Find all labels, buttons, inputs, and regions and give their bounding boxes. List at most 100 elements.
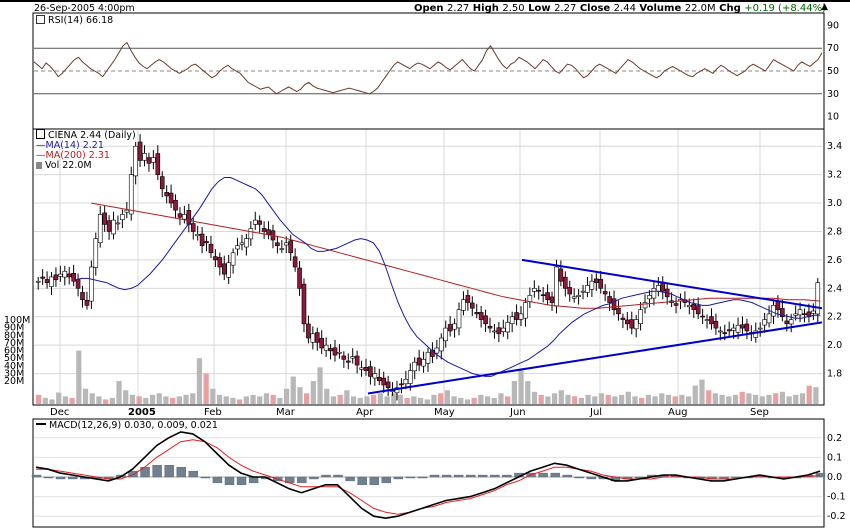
rsi-legend: RSI(14) 66.18 [36,15,113,26]
high-label: High [472,3,499,14]
candle-body [788,319,794,325]
volume-bar [444,390,450,404]
volume-bar [484,396,491,404]
candle-body [195,234,200,237]
macd-hist-bar [321,474,331,478]
volume-bar [149,394,156,404]
candle-body [151,157,156,163]
volume-bar [203,373,209,404]
price-tick-label: 2.4 [827,283,842,294]
macd-hist-bar [369,476,379,486]
candle-body [301,283,307,325]
candle-body [700,315,705,318]
volume-bars [36,350,819,404]
candle-body [492,330,497,333]
ma200-line [91,202,821,309]
close-label: Close [579,3,611,14]
candle-body [244,238,249,248]
candle-body [416,357,422,366]
candle-body [744,323,750,332]
candle-body [673,303,679,306]
candle-body [625,319,630,325]
vol-legend-icon [36,162,42,169]
macd-hist-bar [176,467,186,478]
candle-body [474,312,480,315]
candle-body [815,282,821,315]
volume-bar [551,393,558,404]
candle-body [399,383,404,386]
x-tick-label: Jun [509,407,526,418]
volume-bar [618,394,625,404]
macd-hist-bar [236,476,247,486]
volume-bar [36,394,42,404]
candle-body [75,279,81,289]
x-tick-label: Aug [668,407,688,418]
volume-bar [471,397,477,404]
candle-body [576,295,581,297]
macd-hist-bar [309,476,319,480]
volume-bar [531,391,538,404]
candle-body [602,291,608,295]
volume-bar [605,394,611,404]
candle-body [545,292,550,300]
volume-bar [779,391,786,404]
candle-body [505,322,511,333]
volume-bar [759,396,765,404]
macd-hist-bar [333,474,343,478]
volume-bar [726,396,732,404]
candle-body [487,325,493,329]
candle-body [567,287,573,295]
candle-body [297,267,302,289]
candle-body [811,310,816,314]
price-legend: CIENA 2.44 (Daily) —MA(14) 2.21 —MA(200)… [36,129,136,171]
candle-body [252,219,258,225]
candle-body [563,276,568,289]
candle-body [496,327,502,335]
x-tick-label: May [434,407,455,418]
volume-bar [545,396,551,404]
volume-bar [719,394,725,404]
volume-bar [592,396,598,404]
candle-body [394,387,400,394]
price-tick-label: 2.0 [827,340,842,351]
ma14-legend-row: —MA(14) 2.21 [36,141,136,151]
rsi-legend-icon [36,15,45,24]
candle-body [177,213,183,218]
volume-bar [304,393,310,404]
macd-hist-bar [466,474,476,478]
quote-summary: Open 2.27 High 2.50 Low 2.27 Close 2.44 … [414,3,826,14]
volume-bar [786,396,792,404]
candle-body [527,295,533,302]
volume-bar [598,393,605,404]
candle-body [208,243,214,254]
candle-body [594,278,599,283]
candle-body [66,273,72,278]
candle-body [523,302,528,319]
volume-bar [464,399,471,404]
volume-bar [377,393,383,404]
candle-body [226,262,231,278]
candle-body [239,242,245,245]
candle-body [509,316,515,325]
volume-bar [210,388,216,404]
candle-body [275,242,280,246]
volume-bar [190,393,196,404]
low-label: Low [528,3,551,14]
date-line: 26-Sep-2005 4:00pm [34,3,135,14]
price-legend-title-row: CIENA 2.44 (Daily) [36,129,136,141]
candle-body [354,355,360,366]
candle-body [718,330,723,333]
candle-body [447,324,453,332]
volume-bar [766,394,772,404]
volume-bar [116,381,122,404]
rsi-grid [34,47,822,95]
candle-body [155,153,161,175]
vol-legend-label: Vol 22.0M [45,160,92,171]
candle-body [580,290,586,293]
macd-hist-bar [345,476,355,482]
volume-bar [458,397,464,404]
volume-bar [230,397,236,404]
candle-body [421,359,426,367]
price-panel: 3.4 3.2 3.0 2.8 2.6 2.4 2.2 2.0 1.8 100M90M80M70… [4,128,842,418]
candle-body [434,347,440,354]
